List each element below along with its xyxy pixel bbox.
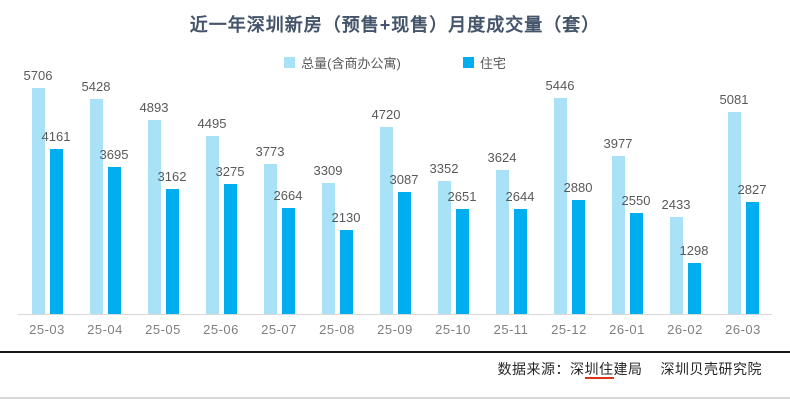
x-axis-line [18,314,772,315]
bar-total: 4495 [198,116,226,314]
bar-value-label: 4893 [139,100,169,115]
x-axis-labels: 25-03 25-04 25-05 25-06 25-07 25-08 25-09 25-10… [18,322,772,337]
bar-value-label: 2664 [273,188,303,203]
data-source-text: 数据来源：深圳住建局 [498,361,643,379]
divider-line [0,351,790,353]
chart-title: 近一年深圳新房（预售+现售）月度成交量（套） [189,15,601,35]
bar-value-label: 5446 [545,78,575,93]
bar-value-label: 4161 [41,129,71,144]
bar-group: 3773 2664 [250,76,308,314]
bar-total: 3309 [314,163,342,314]
x-tick-label: 25-11 [493,322,529,337]
bar-value-label: 2644 [505,189,535,204]
bar-total: 3624 [488,150,516,314]
bar-value-label: 3624 [487,150,517,165]
bar-value-label: 3977 [603,136,633,151]
bar-value-label: 5428 [81,79,111,94]
bar-total: 3352 [430,161,458,314]
bar-value-label: 3773 [255,144,285,159]
x-tick-label: 26-01 [609,322,645,337]
bar-group: 3624 2644 [482,76,540,314]
x-tick-label: 25-06 [203,322,239,337]
bar-value-label: 4495 [197,116,227,131]
bar-group: 5428 3695 [76,76,134,314]
bar-residential: 4161 [42,129,70,314]
bar-group: 3309 2130 [308,76,366,314]
bar-group: 2433 1298 [656,76,714,314]
legend-item-total: 总量(含商办公寓) [284,53,401,72]
legend: 总量(含商办公寓) 住宅 [0,53,790,72]
bar-value-label: 3309 [313,163,343,178]
x-tick-label: 25-03 [29,322,65,337]
x-tick-label: 25-08 [319,322,355,337]
data-source-secondary: 深圳贝壳研究院 [660,361,762,377]
bar-value-label: 5706 [23,68,53,83]
bar-residential: 3275 [216,164,244,314]
bar-residential: 2664 [274,188,302,314]
bar-value-label: 5081 [719,92,749,107]
bar-value-label: 3695 [99,147,129,162]
x-tick-label: 25-07 [261,322,297,337]
legend-swatch-total-icon [284,57,296,68]
bar-residential: 2550 [622,193,650,314]
bar-value-label: 1298 [679,243,709,258]
bar-value-label: 2651 [447,189,477,204]
bar-group: 5081 2827 [714,76,772,314]
x-tick-label: 25-12 [551,322,587,337]
bar-total: 3773 [256,144,284,314]
bar-value-label: 3162 [157,169,187,184]
bar-value-label: 2880 [563,180,593,195]
bar-value-label: 2827 [737,182,767,197]
bar-residential: 1298 [680,243,708,314]
x-tick-label: 26-03 [725,322,761,337]
legend-label-total: 总量(含商办公寓) [301,56,401,71]
bar-value-label: 4720 [371,107,401,122]
x-tick-label: 25-04 [87,322,123,337]
source-underlined-segment: 圳住 [584,361,614,379]
bar-group: 3977 2550 [598,76,656,314]
bar-group: 5446 2880 [540,76,598,314]
bar-value-label: 2550 [621,193,651,208]
bar-value-label: 3352 [429,161,459,176]
bar-residential: 2880 [564,180,592,314]
bar-group: 4720 3087 [366,76,424,314]
source-segment: 数据来源：深 [497,361,585,377]
bar-group: 4495 3275 [192,76,250,314]
bar-total: 5428 [82,79,110,314]
legend-label-residential: 住宅 [479,56,506,71]
x-tick-label: 25-05 [145,322,181,337]
x-tick-label: 25-09 [377,322,413,337]
bar-value-label: 2130 [331,210,361,225]
bar-residential: 3087 [390,172,418,314]
plot-area: 5706 4161 5428 3695 4893 3162 4495 3275 3773 2664… [18,68,772,314]
bar-total: 4893 [140,100,168,314]
bar-value-label: 3275 [215,164,245,179]
bar-residential: 3695 [100,147,128,314]
source-segment: 建局 [613,361,643,377]
bar-total: 3977 [604,136,632,314]
legend-item-residential: 住宅 [462,53,506,72]
bar-total: 5446 [546,78,574,314]
bar-residential: 2130 [332,210,360,314]
data-source-note: 数据来源：深圳住建局 深圳贝壳研究院 [498,359,763,379]
bar-total: 5081 [720,92,748,314]
bar-group: 5706 4161 [18,68,76,314]
bar-total: 5706 [24,68,52,314]
bar-group: 4893 3162 [134,76,192,314]
bar-total: 4720 [372,107,400,314]
bar-value-label: 2433 [661,197,691,212]
bar-residential: 2651 [448,189,476,314]
bar-residential: 3162 [158,169,186,314]
bar-residential: 2644 [506,189,534,314]
bar-total: 2433 [662,197,690,314]
bar-group: 3352 2651 [424,76,482,314]
x-tick-label: 25-10 [435,322,471,337]
x-tick-label: 26-02 [667,322,703,337]
bottom-border-line [0,397,790,399]
legend-swatch-residential-icon [462,57,474,68]
bar-value-label: 3087 [389,172,419,187]
bar-residential: 2827 [738,182,766,314]
